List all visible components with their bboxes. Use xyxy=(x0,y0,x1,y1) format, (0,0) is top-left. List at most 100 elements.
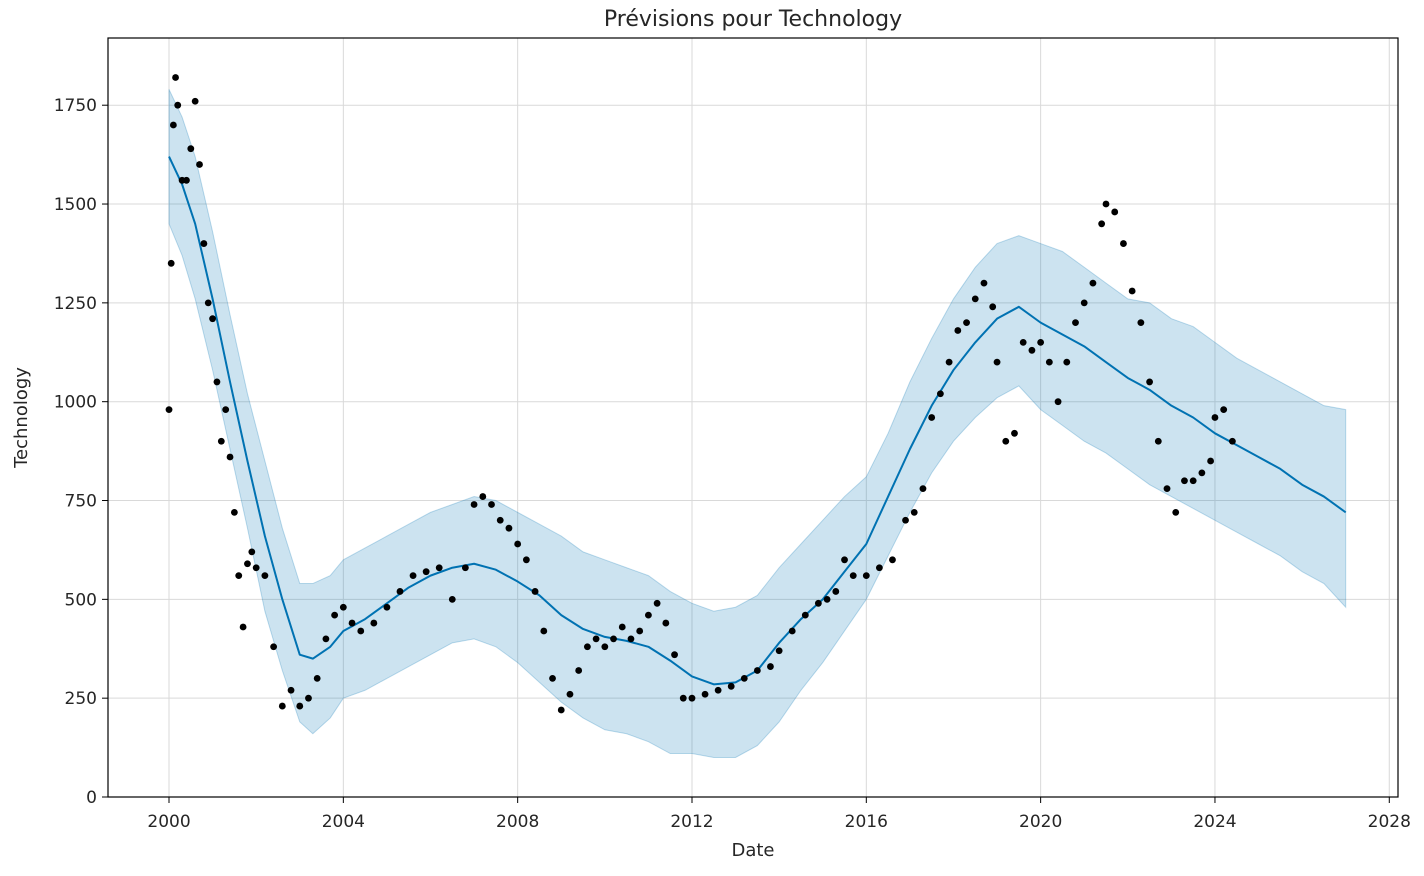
observed-point xyxy=(488,501,495,508)
y-tick-label: 250 xyxy=(65,689,97,709)
observed-point xyxy=(583,643,591,651)
observed-point xyxy=(862,572,870,580)
y-tick-label: 0 xyxy=(86,788,97,808)
x-tick-label: 2004 xyxy=(322,812,365,832)
observed-point xyxy=(928,414,936,421)
x-tick-label: 2028 xyxy=(1368,812,1411,832)
observed-point xyxy=(222,406,230,413)
observed-point xyxy=(1028,346,1036,354)
observed-point xyxy=(1054,398,1062,406)
observed-point xyxy=(239,623,247,631)
observed-point xyxy=(213,378,221,386)
x-tick-label: 2020 xyxy=(1019,812,1062,832)
observed-point xyxy=(396,588,404,595)
observed-point xyxy=(1063,358,1071,366)
observed-point xyxy=(1207,457,1215,465)
observed-point xyxy=(910,508,918,516)
observed-point xyxy=(252,564,260,572)
observed-point xyxy=(645,611,652,619)
observed-point xyxy=(945,358,953,366)
observed-point xyxy=(287,686,295,694)
observed-point xyxy=(980,279,988,287)
uncertainty-interval-band xyxy=(168,89,1347,758)
observed-point xyxy=(653,599,661,607)
observed-point xyxy=(575,667,583,674)
observed-point xyxy=(204,299,212,307)
observed-point xyxy=(1037,338,1045,346)
observed-point xyxy=(1181,477,1188,485)
observed-point xyxy=(169,121,177,129)
observed-point xyxy=(209,315,216,323)
observed-point xyxy=(1089,279,1097,287)
observed-point xyxy=(963,319,970,327)
observed-point xyxy=(1172,508,1180,516)
observed-point xyxy=(1072,319,1079,327)
observed-point xyxy=(172,74,179,81)
observed-point xyxy=(461,564,469,572)
y-tick-label: 1750 xyxy=(54,96,97,116)
y-tick-label: 1000 xyxy=(54,393,97,413)
observed-point xyxy=(1211,414,1219,421)
observed-point xyxy=(261,572,269,580)
observed-point xyxy=(610,635,617,643)
observed-point xyxy=(971,295,979,303)
observed-point xyxy=(191,97,199,105)
observed-point xyxy=(679,694,687,702)
observed-point xyxy=(627,635,635,643)
observed-point xyxy=(331,611,339,619)
observed-point xyxy=(409,572,417,580)
observed-point xyxy=(727,682,735,690)
observed-point xyxy=(370,619,378,627)
observed-point xyxy=(230,508,238,516)
observed-point xyxy=(919,485,927,493)
observed-point xyxy=(1146,378,1153,386)
observed-point xyxy=(165,406,173,413)
y-axis-title: Technology xyxy=(11,367,32,469)
observed-point xyxy=(313,675,321,682)
observed-point xyxy=(1019,338,1027,346)
y-tick-label: 750 xyxy=(65,492,97,512)
observed-point xyxy=(278,702,286,710)
observed-point xyxy=(740,675,748,682)
observed-point xyxy=(226,453,234,461)
observed-point xyxy=(1002,437,1010,445)
observed-point xyxy=(505,524,513,532)
observed-point xyxy=(902,516,909,524)
observed-point xyxy=(522,556,530,564)
observed-point xyxy=(200,240,208,247)
observed-point xyxy=(1163,485,1171,493)
observed-point xyxy=(1098,220,1106,228)
observed-point xyxy=(296,702,304,710)
observed-point xyxy=(753,667,761,674)
observed-point xyxy=(954,327,962,334)
observed-point xyxy=(348,619,356,627)
observed-point xyxy=(801,611,809,619)
x-tick-label: 2024 xyxy=(1193,812,1236,832)
observed-point xyxy=(788,627,796,635)
observed-point xyxy=(514,540,522,548)
observed-point xyxy=(936,390,944,398)
observed-point xyxy=(1120,240,1127,247)
x-tick-label: 2000 xyxy=(147,812,190,832)
observed-point xyxy=(540,627,548,635)
observed-point xyxy=(270,643,278,651)
observed-point xyxy=(841,556,848,564)
observed-point xyxy=(1189,477,1197,485)
observed-point xyxy=(183,176,190,184)
plot-frame xyxy=(107,37,1399,798)
forecast-line xyxy=(168,156,1347,686)
observed-point xyxy=(305,694,312,702)
observed-point xyxy=(1228,437,1236,445)
observed-points xyxy=(165,74,1236,714)
observed-point xyxy=(566,690,574,698)
observed-point xyxy=(993,358,1001,366)
y-tick-label: 500 xyxy=(65,590,97,610)
observed-point xyxy=(339,603,347,611)
observed-point xyxy=(767,663,774,670)
grid xyxy=(108,38,1398,798)
x-tick-label: 2008 xyxy=(496,812,539,832)
observed-point xyxy=(701,690,709,698)
observed-point xyxy=(1220,406,1228,413)
observed-point xyxy=(470,501,478,508)
